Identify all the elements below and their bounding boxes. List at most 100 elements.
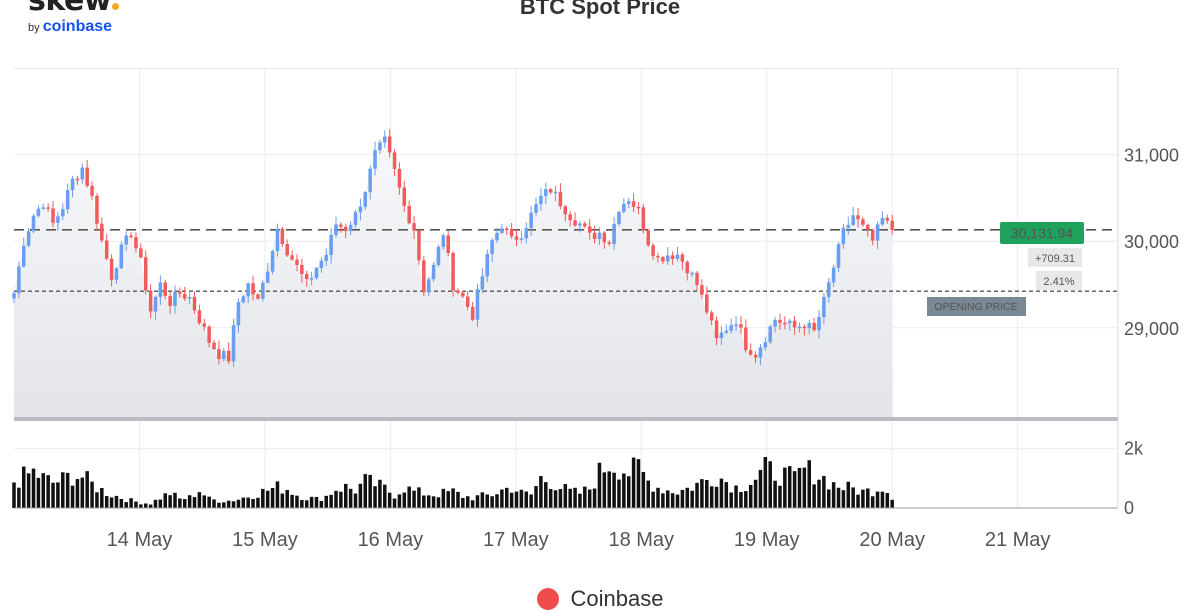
candle-body (324, 254, 328, 261)
volume-bar (666, 490, 670, 508)
volume-bar (119, 498, 124, 508)
candle (553, 185, 558, 201)
candle (36, 205, 41, 218)
candle (265, 262, 270, 284)
candle-body (778, 319, 782, 323)
candle-body (573, 220, 577, 226)
candle (163, 279, 167, 300)
chart-legend[interactable]: Coinbase (0, 586, 1200, 612)
volume-bar (100, 488, 104, 508)
candle (705, 286, 709, 315)
volume-bar (490, 496, 494, 508)
candle-body (748, 350, 753, 355)
volume-bar (812, 484, 816, 508)
volume-bar (851, 487, 855, 508)
volume-bar (426, 495, 431, 508)
candle-body (641, 207, 646, 231)
candle (75, 175, 80, 185)
candle-body (344, 226, 348, 232)
volume-bar (880, 491, 885, 508)
volume-bar (792, 471, 797, 508)
candle (226, 342, 231, 365)
candle-body (197, 310, 202, 324)
volume-bar (646, 480, 650, 508)
volume-bar (309, 496, 314, 508)
volume-bar (324, 495, 328, 508)
candle-body (651, 245, 655, 256)
candle (822, 292, 826, 325)
candle (26, 227, 31, 248)
candle-body (373, 150, 377, 169)
price-axis: 31,000 30,000 29,000 (1124, 146, 1179, 339)
candle-body (783, 322, 787, 325)
candle (100, 217, 104, 243)
volume-bar (183, 499, 187, 508)
candle-body (607, 242, 611, 244)
volume-bar (143, 503, 148, 508)
candle (890, 214, 894, 235)
volume-bar (553, 490, 558, 508)
candle-body (353, 212, 358, 225)
candle-body (739, 324, 743, 328)
candle-body (490, 240, 494, 255)
volume-bar (441, 488, 446, 508)
candle-body (70, 178, 75, 191)
volume-bar (178, 498, 182, 508)
candle-body (402, 187, 407, 206)
candle-body (729, 325, 733, 331)
candle-body (636, 206, 641, 209)
candle (319, 257, 324, 273)
candle-body (436, 246, 441, 265)
candle-body (251, 283, 255, 295)
time-tick-label: 21 May (985, 529, 1051, 551)
candle-body (412, 223, 416, 231)
candle-body (690, 272, 694, 275)
volume-tick-label: 0 (1124, 498, 1134, 518)
candle (70, 175, 75, 198)
candle (602, 231, 607, 249)
volume-bar (656, 487, 660, 508)
candle (558, 183, 563, 210)
candle-body (841, 227, 846, 245)
candle-body (768, 326, 772, 343)
candle-body (90, 185, 94, 196)
volume-bar (22, 466, 26, 508)
change-percent-box (1036, 271, 1082, 290)
candle-body (734, 324, 738, 326)
candle-body (256, 294, 260, 299)
change-absolute-box (1028, 248, 1082, 267)
candle-body (241, 296, 246, 303)
volume-bar (80, 477, 85, 508)
volume-bar (290, 494, 294, 508)
volume-bar (280, 493, 285, 508)
candle (529, 205, 533, 237)
candle-body (168, 295, 172, 306)
candle (309, 271, 314, 286)
volume-bar (26, 473, 31, 508)
candle (578, 220, 582, 233)
candle-body (583, 223, 587, 227)
candle (817, 310, 821, 339)
candle-body (812, 322, 816, 331)
candle (783, 316, 787, 330)
candle (773, 316, 777, 333)
logo-byline: by coinbase (28, 18, 113, 35)
volume-bar (470, 500, 475, 508)
candle-body (314, 267, 319, 278)
candle (861, 217, 865, 227)
candle-body (246, 283, 250, 297)
candle-body (163, 282, 167, 296)
candle-body (875, 224, 880, 241)
candle (387, 129, 392, 158)
volume-bar (875, 491, 880, 508)
candle-body (173, 291, 177, 306)
candle-body (509, 228, 514, 237)
candle (124, 231, 128, 252)
candle-body (46, 207, 50, 209)
candle-body (12, 293, 16, 299)
volume-bar (109, 497, 114, 508)
candle-body (236, 302, 241, 326)
candle-body (822, 296, 826, 317)
candle-body (836, 244, 841, 268)
candle (870, 228, 875, 246)
